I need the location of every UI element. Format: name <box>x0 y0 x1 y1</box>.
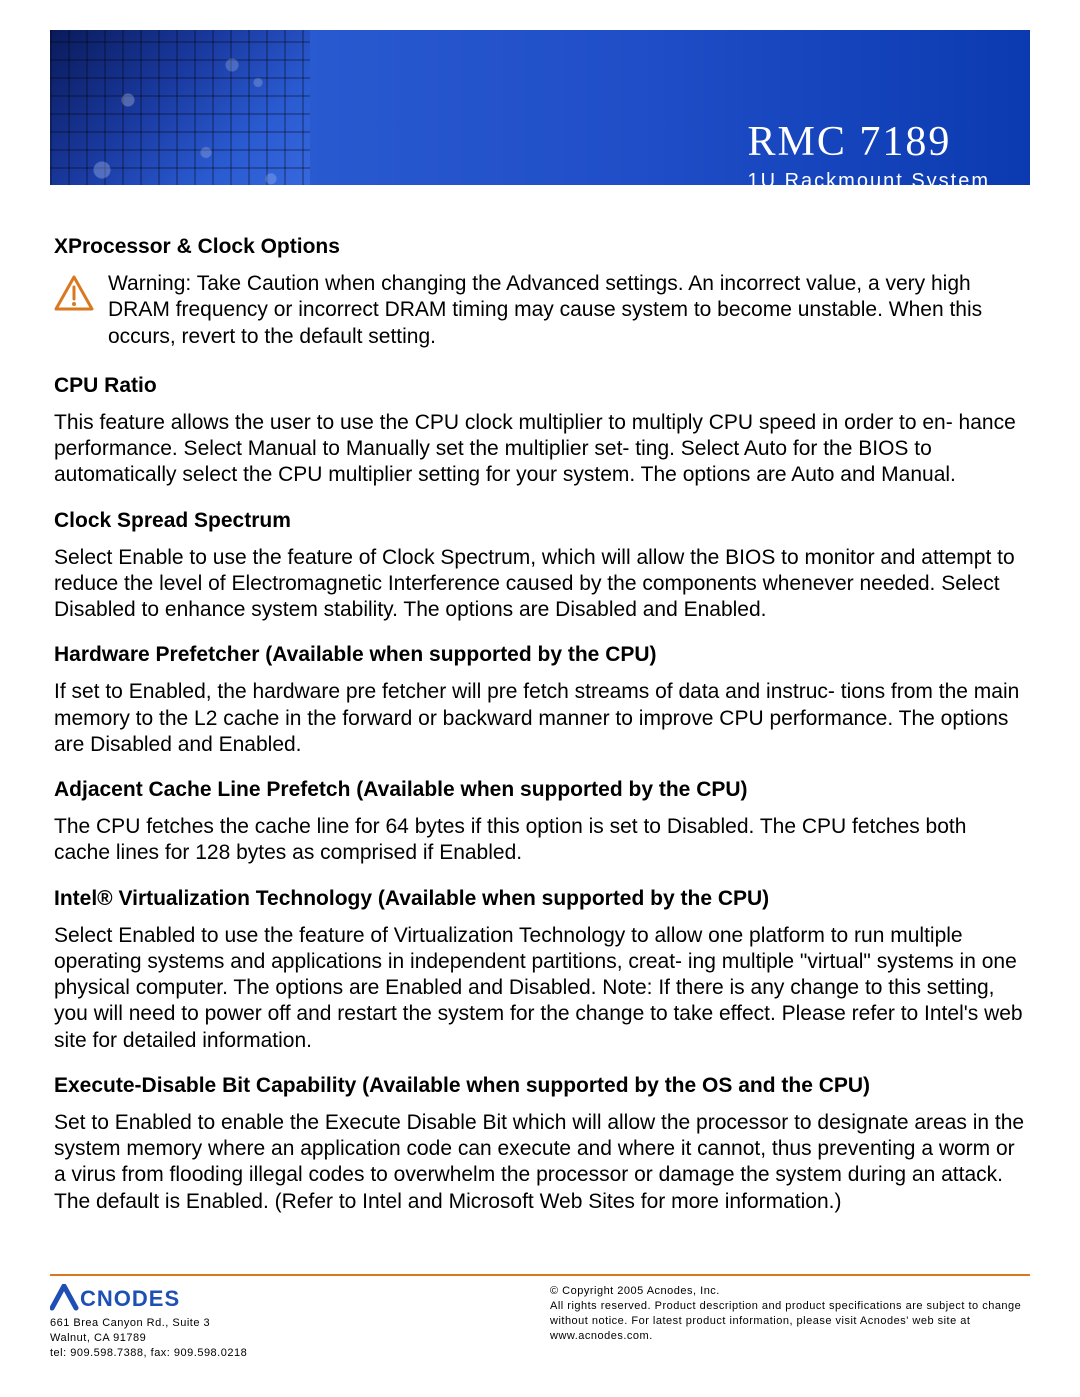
section-heading: CPU Ratio <box>54 374 1026 398</box>
header-banner: RMC 7189 1U Rackmount System <box>50 30 1030 205</box>
product-title: RMC 7189 <box>747 118 990 166</box>
section-heading: Intel® Virtualization Technology (Availa… <box>54 887 1026 911</box>
circuit-board-image <box>50 30 310 205</box>
warning-icon <box>54 275 94 316</box>
footer-rule <box>50 1274 1030 1276</box>
footer-address-line: 661 Brea Canyon Rd., Suite 3 <box>50 1316 247 1331</box>
footer-legal: All rights reserved. Product description… <box>550 1299 1030 1344</box>
section-heading: Execute-Disable Bit Capability (Availabl… <box>54 1074 1026 1098</box>
svg-text:CNODES: CNODES <box>80 1286 180 1311</box>
content-body: XProcessor & Clock Options Warning: Take… <box>50 235 1030 1215</box>
section-body: The CPU fetches the cache line for 64 by… <box>54 814 1026 867</box>
warning-text: Warning: Take Caution when changing the … <box>108 271 1026 350</box>
section-body: Select Enable to use the feature of Cloc… <box>54 545 1026 624</box>
product-subtitle: 1U Rackmount System <box>747 170 990 193</box>
section-body: If set to Enabled, the hardware pre fetc… <box>54 679 1026 758</box>
section-heading: XProcessor & Clock Options <box>54 235 1026 259</box>
section-heading: Hardware Prefetcher (Available when supp… <box>54 643 1026 667</box>
footer-address-line: Walnut, CA 91789 <box>50 1331 247 1346</box>
section-heading: Clock Spread Spectrum <box>54 509 1026 533</box>
header-title-block: RMC 7189 1U Rackmount System <box>747 118 990 193</box>
footer-copyright: © Copyright 2005 Acnodes, Inc. <box>550 1284 1030 1299</box>
footer-address-line: tel: 909.598.7388, fax: 909.598.0218 <box>50 1346 247 1361</box>
footer-left: CNODES 661 Brea Canyon Rd., Suite 3 Waln… <box>50 1284 247 1361</box>
section-body: Select Enabled to use the feature of Vir… <box>54 923 1026 1054</box>
footer-columns: CNODES 661 Brea Canyon Rd., Suite 3 Waln… <box>50 1284 1030 1361</box>
section-body: This feature allows the user to use the … <box>54 410 1026 489</box>
footer-right: © Copyright 2005 Acnodes, Inc. All right… <box>550 1284 1030 1343</box>
section-body: Set to Enabled to enable the Execute Dis… <box>54 1110 1026 1215</box>
section-heading: Adjacent Cache Line Prefetch (Available … <box>54 778 1026 802</box>
page-footer: CNODES 661 Brea Canyon Rd., Suite 3 Waln… <box>50 1274 1030 1361</box>
company-logo: CNODES <box>50 1284 247 1312</box>
document-page: RMC 7189 1U Rackmount System XProcessor … <box>0 0 1080 1215</box>
warning-block: Warning: Take Caution when changing the … <box>54 271 1026 350</box>
